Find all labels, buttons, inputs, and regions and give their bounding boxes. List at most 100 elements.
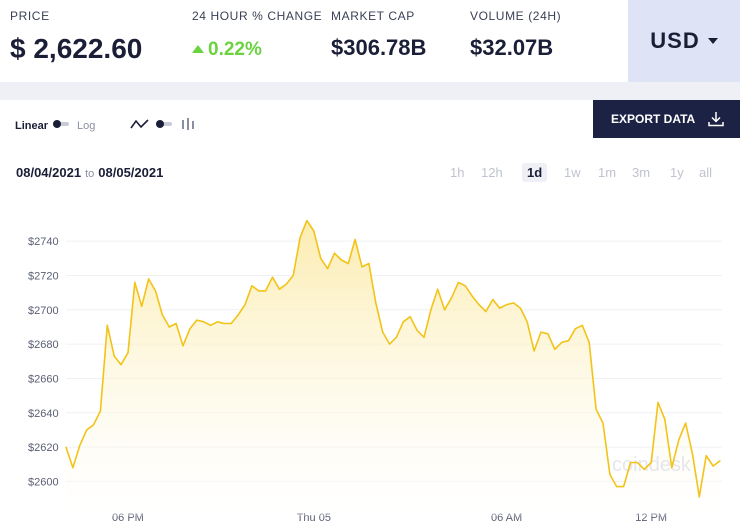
y-tick-label: $2600 xyxy=(28,476,59,488)
caret-down-icon xyxy=(707,38,718,44)
price-point xyxy=(450,297,453,299)
price-point xyxy=(409,316,411,318)
price-point xyxy=(182,345,184,347)
price-point xyxy=(526,321,528,323)
arrow-up-icon xyxy=(192,45,204,53)
price-point xyxy=(492,298,494,301)
y-tick-label: $2680 xyxy=(28,339,59,351)
price-point xyxy=(306,220,308,222)
price-point xyxy=(127,352,129,354)
price-point xyxy=(361,266,363,268)
date-range: 08/04/2021 to 08/05/2021 xyxy=(16,165,163,180)
currency-label: USD xyxy=(650,28,700,53)
coindesk-watermark: coindesk xyxy=(612,454,692,476)
price-label: PRICE xyxy=(10,9,50,23)
price-point xyxy=(237,314,239,316)
price-point xyxy=(223,322,225,325)
range-1h[interactable]: 1h xyxy=(450,165,465,180)
price-point xyxy=(444,309,446,311)
price-point xyxy=(678,439,680,441)
price-point xyxy=(106,324,108,326)
price-point xyxy=(623,486,625,488)
log-label: Log xyxy=(77,120,96,132)
date-from: 08/04/2021 xyxy=(16,165,82,180)
price-point xyxy=(609,473,611,476)
price-point xyxy=(354,238,356,241)
price-point xyxy=(567,340,570,342)
price-point xyxy=(581,324,583,326)
price-point xyxy=(395,336,397,338)
stats-bar: PRICE $ 2,622.60 24 HOUR % CHANGE 0.22% … xyxy=(0,0,740,82)
price-point xyxy=(423,336,425,338)
range-1m[interactable]: 1m xyxy=(598,165,617,180)
export-data-button[interactable]: EXPORT DATA xyxy=(593,100,740,138)
chart-controls: Linear Log EXPORT DATA 08/04/2021 to 08/05… xyxy=(0,100,740,190)
price-point xyxy=(588,341,590,343)
price-point xyxy=(554,348,556,350)
price-point xyxy=(299,237,301,239)
price-point xyxy=(141,305,143,307)
change-label: 24 HOUR % CHANGE xyxy=(192,9,323,23)
range-12h[interactable]: 12h xyxy=(481,165,503,180)
price-point xyxy=(595,408,597,410)
range-1d[interactable]: 1d xyxy=(522,163,548,182)
price-point xyxy=(203,321,205,323)
price-point xyxy=(271,276,274,278)
price-points xyxy=(65,220,721,498)
currency-dropdown[interactable]: USD xyxy=(628,0,740,82)
y-tick-label: $2640 xyxy=(28,408,59,420)
change-value-text: 0.22% xyxy=(208,39,262,60)
range-1w[interactable]: 1w xyxy=(564,165,581,180)
price-point xyxy=(65,446,67,448)
range-3m[interactable]: 3m xyxy=(632,165,651,180)
price-point xyxy=(698,496,700,498)
price-point xyxy=(561,341,563,343)
price-point xyxy=(285,283,287,285)
scale-toggle[interactable] xyxy=(53,120,69,128)
price-point xyxy=(189,328,191,330)
volume-value: $32.07B xyxy=(470,35,554,60)
price-point xyxy=(478,304,480,306)
download-icon xyxy=(708,112,724,127)
price-point xyxy=(113,355,115,357)
y-tick-label: $2700 xyxy=(28,305,59,317)
price-point xyxy=(134,281,136,283)
line-chart-icon[interactable] xyxy=(130,117,150,131)
price-point xyxy=(161,314,163,316)
price-point xyxy=(519,307,522,309)
price-point xyxy=(602,422,604,424)
candlestick-icon[interactable] xyxy=(181,117,195,131)
price-point xyxy=(499,307,501,309)
range-1y[interactable]: 1y xyxy=(670,165,684,180)
price-point xyxy=(389,343,391,345)
price-point xyxy=(691,453,694,455)
price-point xyxy=(471,295,473,297)
date-to-word: to xyxy=(85,168,95,180)
price-point xyxy=(340,259,342,261)
price-point xyxy=(616,486,618,488)
price-point xyxy=(574,328,577,330)
price-value: $ 2,622.60 xyxy=(10,33,143,64)
price-chart[interactable]: $2600 $2620 $2640 $2660 $2680 $2700 $2720 $2740… xyxy=(0,190,740,529)
y-tick-label: $2740 xyxy=(28,236,59,248)
price-point xyxy=(650,461,652,464)
price-point xyxy=(278,288,280,290)
price-point xyxy=(540,331,542,333)
range-all[interactable]: all xyxy=(699,165,713,180)
price-point xyxy=(216,321,219,323)
price-point xyxy=(430,309,432,311)
price-point xyxy=(712,465,714,467)
price-point xyxy=(333,252,336,254)
price-point xyxy=(79,444,81,446)
marketcap-label: MARKET CAP xyxy=(331,9,415,23)
price-point xyxy=(210,324,212,326)
price-point xyxy=(657,401,659,404)
y-tick-label: $2720 xyxy=(28,270,59,282)
y-axis: $2600 $2620 $2640 $2660 $2680 $2700 $2720 $2740 xyxy=(28,236,59,488)
volume-label: VOLUME (24H) xyxy=(470,9,562,23)
price-point xyxy=(313,230,315,232)
price-line xyxy=(65,219,721,498)
chart-type-toggle[interactable] xyxy=(156,120,172,128)
price-point xyxy=(320,257,322,259)
price-point xyxy=(175,322,177,325)
